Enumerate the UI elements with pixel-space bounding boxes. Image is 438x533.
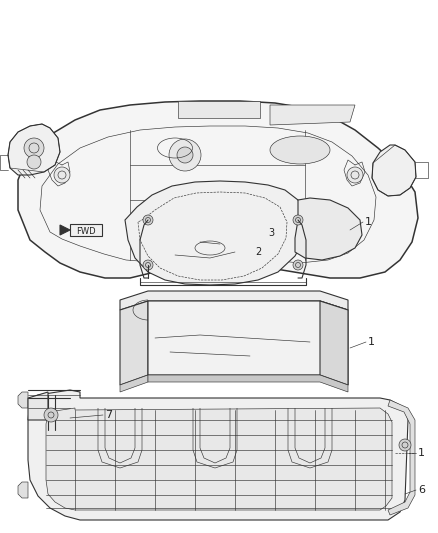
Circle shape <box>293 260 303 270</box>
Polygon shape <box>18 392 28 408</box>
Polygon shape <box>18 101 418 278</box>
Polygon shape <box>320 301 348 385</box>
Circle shape <box>143 215 153 225</box>
Polygon shape <box>70 224 102 236</box>
Polygon shape <box>125 181 307 285</box>
Polygon shape <box>148 301 348 385</box>
Polygon shape <box>28 390 408 520</box>
Polygon shape <box>60 225 70 235</box>
Circle shape <box>399 439 411 451</box>
Text: 3: 3 <box>268 228 274 238</box>
Text: FWD: FWD <box>76 227 96 236</box>
Polygon shape <box>18 482 28 498</box>
Circle shape <box>44 408 58 422</box>
Polygon shape <box>46 408 392 510</box>
Polygon shape <box>372 145 416 196</box>
Circle shape <box>24 138 44 158</box>
Text: 7: 7 <box>105 410 112 420</box>
Circle shape <box>54 167 70 183</box>
Circle shape <box>347 167 363 183</box>
Circle shape <box>177 147 193 163</box>
Ellipse shape <box>270 136 330 164</box>
Text: 6: 6 <box>418 485 425 495</box>
Text: 2: 2 <box>255 247 261 257</box>
Polygon shape <box>388 400 415 515</box>
Circle shape <box>143 260 153 270</box>
Circle shape <box>169 139 201 171</box>
Polygon shape <box>178 101 260 118</box>
Polygon shape <box>270 105 355 125</box>
Text: 1: 1 <box>418 448 425 458</box>
Polygon shape <box>120 301 148 385</box>
Polygon shape <box>120 375 148 392</box>
Text: 1: 1 <box>368 337 375 347</box>
Text: 1: 1 <box>365 217 372 227</box>
Polygon shape <box>120 291 348 310</box>
Polygon shape <box>148 375 348 392</box>
Polygon shape <box>295 198 362 260</box>
Polygon shape <box>8 124 60 175</box>
Polygon shape <box>28 392 48 420</box>
Circle shape <box>27 155 41 169</box>
Circle shape <box>293 215 303 225</box>
